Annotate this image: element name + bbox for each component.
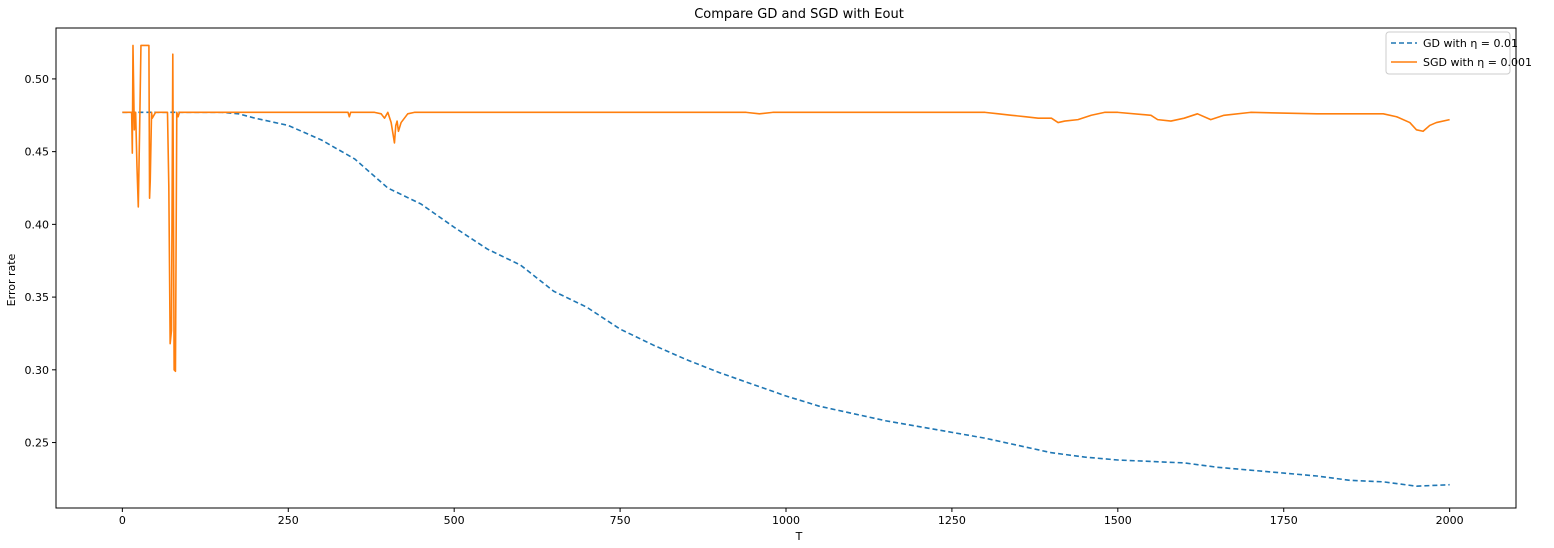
y-tick-label: 0.35 bbox=[25, 291, 50, 304]
y-axis-label: Error rate bbox=[5, 253, 18, 306]
x-axis-label: T bbox=[795, 530, 803, 543]
series-line-1 bbox=[122, 111, 1450, 487]
series-layer bbox=[122, 44, 1450, 487]
legend-label-2: SGD with η = 0.001 bbox=[1423, 56, 1532, 69]
x-tick-label: 1500 bbox=[1104, 514, 1132, 527]
x-tick-label: 1000 bbox=[772, 514, 800, 527]
y-tick-label: 0.30 bbox=[25, 364, 50, 377]
plot-frame bbox=[55, 27, 1517, 509]
axes-layer: 0 250 500 750 1000 1250 1500 1750 2000 0.25 0.30 0.… bbox=[25, 27, 1517, 527]
chart-title: Compare GD and SGD with Eout bbox=[694, 7, 904, 22]
x-tick-label: 500 bbox=[444, 514, 465, 527]
x-tick-label: 0 bbox=[119, 514, 126, 527]
y-tick-label: 0.25 bbox=[25, 437, 50, 450]
y-tick-label: 0.50 bbox=[25, 73, 50, 86]
y-tick-label: 0.45 bbox=[25, 146, 50, 159]
x-tick-label: 2000 bbox=[1436, 514, 1464, 527]
legend-label-1: GD with η = 0.01 bbox=[1423, 37, 1518, 50]
y-tick-label: 0.40 bbox=[25, 218, 50, 231]
x-tick-label: 250 bbox=[278, 514, 299, 527]
x-tick-label: 1750 bbox=[1270, 514, 1298, 527]
x-tick-label: 1250 bbox=[938, 514, 966, 527]
legend: GD with η = 0.01 SGD with η = 0.001 bbox=[1385, 31, 1532, 75]
x-tick-label: 750 bbox=[610, 514, 631, 527]
series-line-2 bbox=[122, 44, 1450, 373]
